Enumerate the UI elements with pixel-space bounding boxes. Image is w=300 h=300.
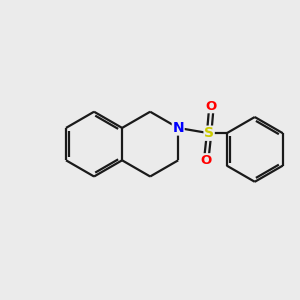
Text: N: N — [172, 121, 184, 135]
Text: O: O — [206, 100, 217, 112]
Text: S: S — [204, 126, 214, 140]
Text: O: O — [201, 154, 212, 167]
